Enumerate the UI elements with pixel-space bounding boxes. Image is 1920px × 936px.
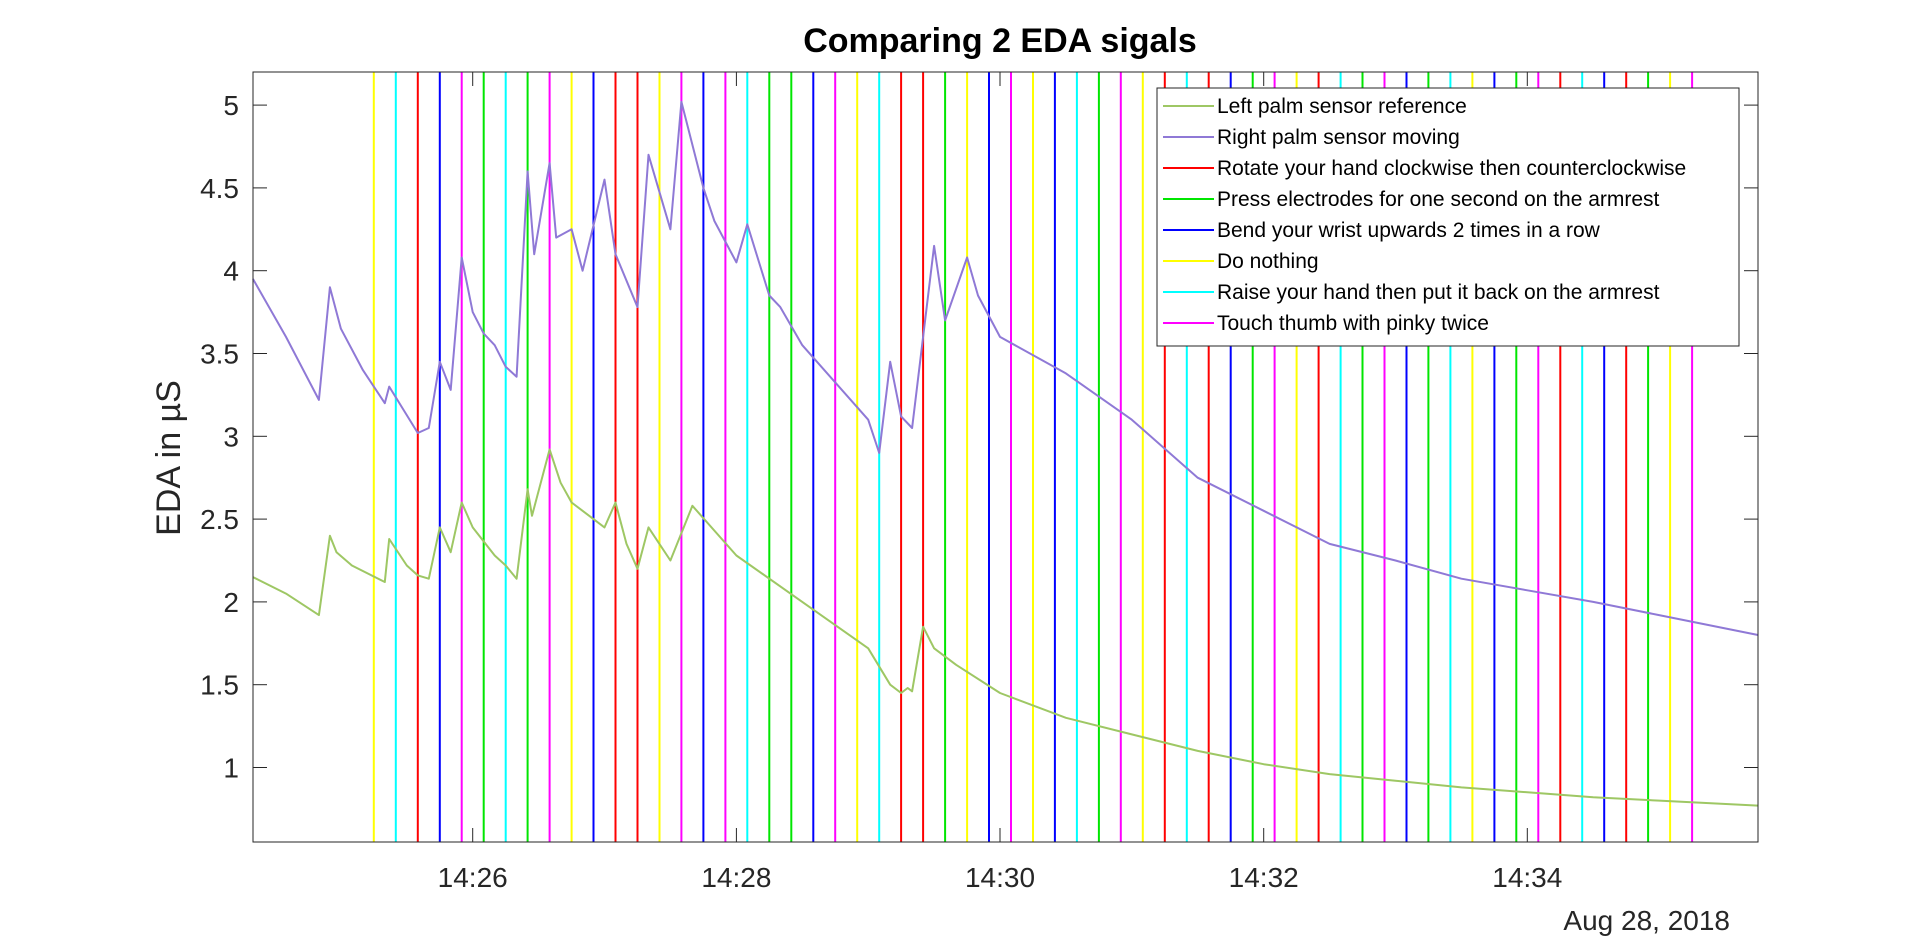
x-axis-ticks: 14:26 14:28 14:30 14:32 14:34 (438, 72, 1562, 893)
legend-entry-3: Rotate your hand clockwise then counterc… (1217, 157, 1686, 180)
chart-title: Comparing 2 EDA sigals (803, 22, 1197, 60)
legend-entry-1: Left palm sensor reference (1217, 95, 1467, 118)
y-tick-label: 3.5 (200, 339, 239, 370)
series-line-1 (252, 448, 1759, 807)
legend-entry-2: Right palm sensor moving (1217, 126, 1460, 149)
y-axis-label: EDA in µS (150, 380, 188, 536)
series-lines (252, 100, 1759, 807)
x-tick-label: 14:34 (1492, 862, 1562, 893)
y-tick-label: 1 (223, 753, 239, 784)
legend: Left palm sensor reference Right palm sen… (1156, 87, 1740, 347)
y-axis-ticks: 1 1.5 2 2.5 3 3.5 4 4.5 5 (200, 90, 1758, 784)
x-tick-label: 14:32 (1229, 862, 1299, 893)
x-tick-label: 14:26 (438, 862, 508, 893)
y-tick-label: 2.5 (200, 504, 239, 535)
y-tick-label: 4 (223, 256, 239, 287)
y-tick-label: 5 (223, 90, 239, 121)
date-label: Aug 28, 2018 (1563, 905, 1730, 936)
plot-frame (252, 71, 1759, 843)
legend-entry-7: Raise your hand then put it back on the … (1217, 281, 1660, 304)
y-tick-label: 4.5 (200, 173, 239, 204)
y-tick-label: 1.5 (200, 670, 239, 701)
legend-entry-5: Bend your wrist upwards 2 times in a row (1217, 219, 1601, 242)
series-line-2 (252, 100, 1759, 636)
legend-box (1156, 87, 1740, 347)
y-tick-label: 2 (223, 587, 239, 618)
legend-entry-8: Touch thumb with pinky twice (1217, 312, 1489, 335)
legend-entry-4: Press electrodes for one second on the a… (1217, 188, 1660, 211)
x-tick-label: 14:28 (701, 862, 771, 893)
x-tick-label: 14:30 (965, 862, 1035, 893)
legend-entry-6: Do nothing (1217, 250, 1319, 273)
y-tick-label: 3 (223, 421, 239, 452)
